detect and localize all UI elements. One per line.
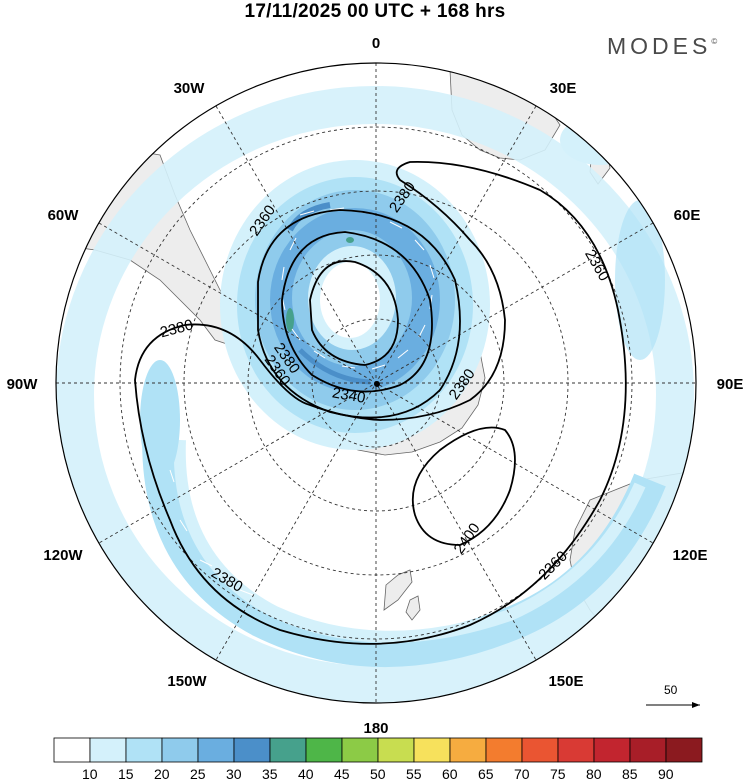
lon-label-30w: 30W	[174, 80, 206, 97]
colorbar-swatch	[665, 737, 703, 763]
map-border	[55, 62, 697, 704]
colorbar-swatch	[377, 737, 415, 763]
colorbar-swatch	[305, 737, 343, 763]
lon-label-0: 0	[372, 35, 380, 52]
colorbar-swatch	[269, 737, 307, 763]
lon-label-120w: 120W	[43, 547, 83, 564]
south-pole-marker	[374, 381, 380, 387]
colorbar-swatch	[593, 737, 631, 763]
new-zealand-south	[383, 569, 413, 611]
colorbar-swatch	[161, 737, 199, 763]
map-title: 17/11/2025 00 UTC + 168 hrs	[244, 1, 506, 22]
copyright-mark: ©	[711, 37, 718, 46]
contour-2340	[309, 260, 399, 366]
contour-2400	[411, 426, 516, 546]
colorbar-tick-label: 25	[190, 766, 206, 782]
colorbar-swatch	[341, 737, 379, 763]
colorbar-swatch	[521, 737, 559, 763]
colorbar-tick-label: 65	[478, 766, 494, 782]
colorbar-tick-label: 35	[262, 766, 278, 782]
longitude-labels: 0 30E 60E 90E 120E 150E 180 150W 120W 90…	[7, 35, 744, 737]
colorbar-tick-label: 20	[154, 766, 170, 782]
colorbar-swatch	[485, 737, 523, 763]
contour-2360-inner	[281, 231, 433, 393]
colorbar-tick-label: 75	[550, 766, 566, 782]
lon-label-150w: 150W	[167, 673, 207, 690]
lon-label-120e: 120E	[672, 547, 707, 564]
height-contours	[134, 160, 627, 645]
colorbar-swatch	[53, 737, 91, 763]
colorbar-swatch	[629, 737, 667, 763]
colorbar-tick-label: 90	[658, 766, 674, 782]
contour-2360-outer	[257, 209, 461, 419]
lon-label-60e: 60E	[674, 207, 701, 224]
lon-label-30e: 30E	[550, 80, 577, 97]
logo-text: MODES	[607, 33, 712, 59]
colorbar-tick-label: 70	[514, 766, 530, 782]
colorbar-tick-label: 45	[334, 766, 350, 782]
colorbar-swatch	[557, 737, 595, 763]
modes-logo: MODES©	[607, 33, 717, 60]
wind-vectors	[169, 207, 611, 621]
contour-labels: 2360 2380 2360 2380 2380 2380 2360 2340 …	[158, 179, 612, 596]
colorbar-swatch	[233, 737, 271, 763]
colorbar-tick-label: 40	[298, 766, 314, 782]
colorbar-tick-label: 50	[370, 766, 386, 782]
lon-label-90w: 90W	[7, 376, 39, 393]
colorbar-swatch	[89, 737, 127, 763]
colorbar-tick-label: 10	[82, 766, 98, 782]
colorbar-tick-label: 80	[586, 766, 602, 782]
lon-label-60w: 60W	[48, 207, 80, 224]
colorbar-tick-label: 15	[118, 766, 134, 782]
colorbar	[53, 737, 703, 763]
colorbar-tick-label: 55	[406, 766, 422, 782]
colorbar-tick-label: 60	[442, 766, 458, 782]
contour-2380-main	[134, 160, 627, 645]
reference-vector	[646, 702, 700, 708]
colorbar-swatch	[197, 737, 235, 763]
wind-speed-shading	[56, 86, 694, 703]
reference-vector-label: 50	[664, 683, 678, 697]
colorbar-swatch	[449, 737, 487, 763]
lon-label-90e: 90E	[717, 376, 744, 393]
lon-label-150e: 150E	[548, 673, 583, 690]
new-zealand-north	[405, 595, 421, 621]
colorbar-swatch	[125, 737, 163, 763]
colorbar-tick-label: 30	[226, 766, 242, 782]
contour-label: 2340	[331, 384, 367, 407]
colorbar-tick-label: 85	[622, 766, 638, 782]
colorbar-swatch	[413, 737, 451, 763]
lon-label-180: 180	[363, 720, 388, 737]
